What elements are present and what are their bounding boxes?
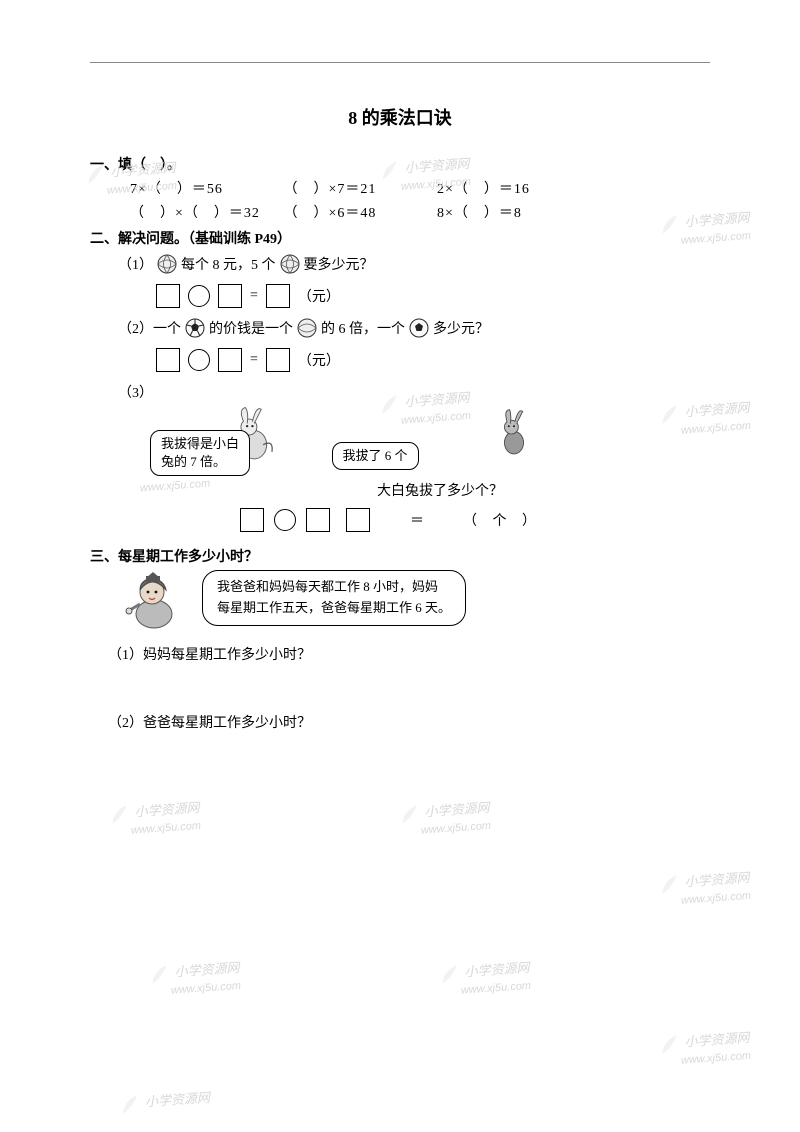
section3-q1: （1）妈妈每星期工作多少小时？	[108, 644, 710, 664]
speech-bubble-right: 我拔了 6 个	[332, 442, 419, 470]
watermark: 小学资源网 www.xj5u.com	[439, 957, 532, 998]
section2-q2: （2）一个 的价钱是一个 的 6 倍，一个 多少元？	[118, 318, 710, 338]
q1-text-c: 要多少元？	[304, 254, 374, 274]
answer-box[interactable]	[266, 348, 290, 372]
watermark: 小学资源网 www.xj5u.com	[109, 797, 202, 838]
leaf-icon	[439, 963, 462, 986]
leaf-icon	[119, 1093, 142, 1116]
q3-question: 大白兔拔了多少个？	[170, 480, 710, 500]
volleyball-icon	[157, 254, 177, 274]
q2-text-c: 的 6 倍，一个	[321, 318, 405, 338]
section3-heading: 三、每星期工作多少小时？	[90, 546, 710, 566]
watermark: 小学资源网 www.xj5u.com	[399, 797, 492, 838]
q3-equation: ＝ （ 个 ）	[240, 508, 710, 532]
watermark: 小学资源网	[119, 1087, 210, 1116]
s3-bubble-line1: 我爸爸和妈妈每天都工作 8 小时，妈妈	[217, 579, 438, 594]
equals-sign: =	[250, 352, 258, 368]
operator-circle[interactable]	[274, 509, 296, 531]
q3-label: （3）	[118, 386, 153, 401]
equals-sign: =	[250, 288, 258, 304]
answer-box[interactable]	[156, 284, 180, 308]
answer-box[interactable]	[240, 508, 264, 532]
watermark-url: www.xj5u.com	[460, 980, 531, 997]
page-title: 8 的乘法口诀	[90, 104, 710, 130]
s3-bubble-line2: 每星期工作五天，爸爸每星期工作 6 天。	[217, 600, 451, 615]
unit-yuan: （元）	[298, 286, 340, 306]
watermark-cn: 小学资源网	[464, 960, 530, 979]
section2-heading: 二、解决问题。（基础训练 P49）	[90, 228, 710, 248]
watermark-cn: 小学资源网	[684, 1030, 750, 1049]
answer-box[interactable]	[156, 348, 180, 372]
watermark-cn: 小学资源网	[145, 1090, 211, 1109]
q3-eq-tail: ＝ （ 个 ）	[410, 510, 542, 530]
answer-box[interactable]	[218, 348, 242, 372]
leaf-icon	[399, 803, 422, 826]
q2-text-b: 的价钱是一个	[209, 318, 293, 338]
s1r2c2: （ ）×6＝48	[284, 202, 434, 222]
watermark-url: www.xj5u.com	[130, 820, 201, 837]
answer-box[interactable]	[266, 284, 290, 308]
watermark-cn: 小学资源网	[134, 800, 200, 819]
q1-label: （1）	[118, 254, 153, 274]
speech-bubble-left: 我拔得是小白 兔的 7 倍。	[150, 430, 250, 476]
watermark: 小学资源网 www.xj5u.com	[659, 1027, 752, 1068]
volleyball-icon	[297, 318, 317, 338]
answer-box[interactable]	[346, 508, 370, 532]
speech-bubble-section3: 我爸爸和妈妈每天都工作 8 小时，妈妈 每星期工作五天，爸爸每星期工作 6 天。	[202, 570, 466, 626]
leaf-icon	[109, 803, 132, 826]
s1r1c2: （ ）×7＝21	[284, 178, 434, 198]
q2-equation: = （元）	[156, 348, 710, 372]
watermark: 小学资源网 www.xj5u.com	[659, 867, 752, 908]
rabbit-small-icon	[492, 408, 536, 460]
operator-circle[interactable]	[188, 285, 210, 307]
watermark-cn: 小学资源网	[684, 870, 750, 889]
soccer-icon	[409, 318, 429, 338]
watermark-url: www.xj5u.com	[420, 820, 491, 837]
leaf-icon	[659, 1033, 682, 1056]
answer-box[interactable]	[306, 508, 330, 532]
answer-box[interactable]	[218, 284, 242, 308]
watermark: 小学资源网 www.xj5u.com	[149, 957, 242, 998]
section1-row2: （ ）×（ ）＝32 （ ）×6＝48 8×（ ）＝8	[130, 202, 710, 222]
bubble-right-text: 我拔了 6 个	[343, 448, 408, 463]
unit-yuan: （元）	[298, 350, 340, 370]
section1-row1: 7×（ ）＝56 （ ）×7＝21 2×（ ）＝16	[130, 178, 710, 198]
girl-icon	[122, 570, 192, 630]
s1r1c1: 7×（ ）＝56	[130, 178, 280, 198]
leaf-icon	[659, 873, 682, 896]
bubble-left-line2: 兔的 7 倍。	[161, 454, 226, 469]
section3-illustration-row: 我爸爸和妈妈每天都工作 8 小时，妈妈 每星期工作五天，爸爸每星期工作 6 天。	[122, 570, 710, 630]
s1r1c3: 2×（ ）＝16	[437, 178, 587, 198]
section2-q3: （3）	[118, 382, 710, 402]
watermark-url: www.xj5u.com	[680, 1050, 751, 1067]
watermark-url: www.xj5u.com	[680, 890, 751, 907]
operator-circle[interactable]	[188, 349, 210, 371]
bubble-left-line1: 我拔得是小白	[161, 436, 239, 451]
section3-q2: （2）爸爸每星期工作多少小时？	[108, 712, 710, 732]
q1-text-b: 每个 8 元，5 个	[181, 254, 276, 274]
watermark-cn: 小学资源网	[174, 960, 240, 979]
volleyball-icon	[280, 254, 300, 274]
watermark-url: www.xj5u.com	[170, 980, 241, 997]
leaf-icon	[149, 963, 172, 986]
section1-heading: 一、填（ ）。	[90, 154, 710, 174]
q3-illustration-row: 我拔得是小白 兔的 7 倍。 我拔了 6 个	[150, 410, 710, 476]
section2-q1: （1） 每个 8 元，5 个 要多少元？	[118, 254, 710, 274]
header-rule	[90, 62, 710, 63]
watermark-cn: 小学资源网	[424, 800, 490, 819]
q2-text-d: 多少元？	[433, 318, 489, 338]
q2-text-a: （2）一个	[118, 318, 181, 338]
s1r2c3: 8×（ ）＝8	[437, 202, 587, 222]
q1-equation: = （元）	[156, 284, 710, 308]
soccer-icon	[185, 318, 205, 338]
s1r2c1: （ ）×（ ）＝32	[130, 202, 280, 222]
